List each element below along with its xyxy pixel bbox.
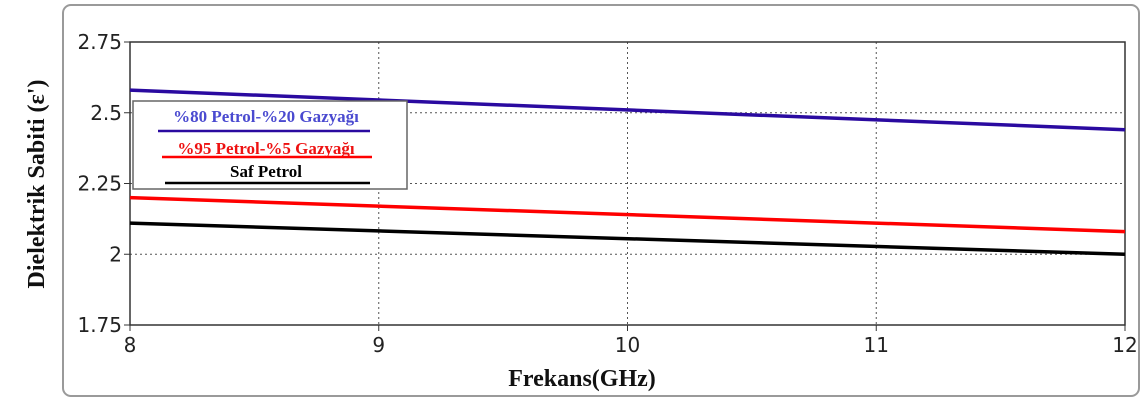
y-tick-label: 2.75 [77,30,122,54]
y-axis-title: Dielektrik Sabiti (ε') [24,80,50,289]
y-tick-label: 2.5 [90,101,122,125]
x-tick-label: 10 [615,333,640,357]
legend-label-3: Saf Petrol [230,162,302,181]
y-tick-label: 2 [109,242,122,266]
y-tick-label: 1.75 [77,313,122,337]
x-tick-label: 9 [372,333,385,357]
series-line-2 [129,195,1126,234]
legend-label-1: %80 Petrol-%20 Gazyağı [173,107,359,126]
series-lines [129,88,1126,256]
tick-labels: 8 9 10 11 12 2.75 2.5 2.25 2 1.75 [77,30,1137,357]
y-tick-label: 2.25 [77,172,122,196]
series-line-3 [129,221,1126,256]
x-tick-label: 11 [864,333,889,357]
x-axis-title: Frekans(GHz) [508,366,656,392]
x-tick-label: 12 [1112,333,1137,357]
legend: %80 Petrol-%20 Gazyağı %95 Petrol-%5 Gazy… [132,100,408,190]
series-line-1 [129,88,1126,132]
legend-label-2: %95 Petrol-%5 Gazyağı [177,139,354,158]
legend-box [132,100,408,190]
x-tick-label: 8 [124,333,137,357]
